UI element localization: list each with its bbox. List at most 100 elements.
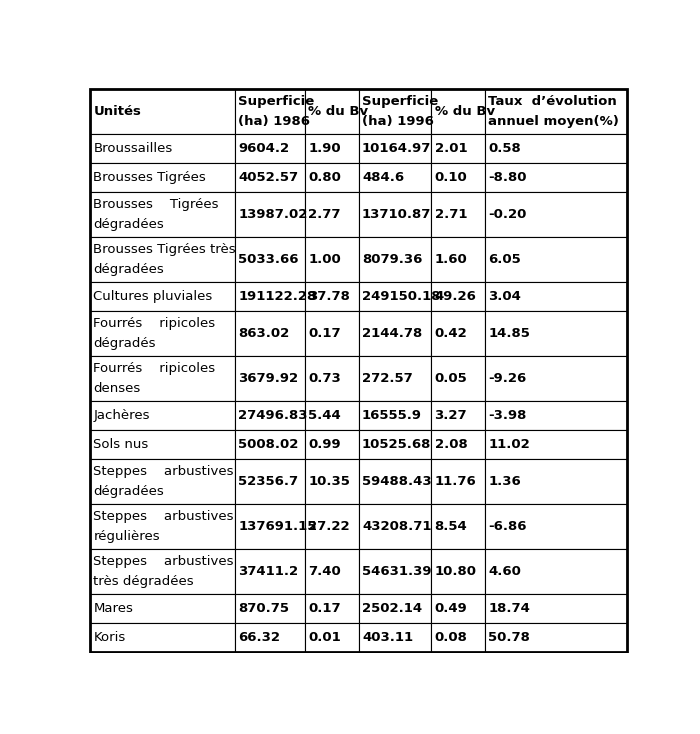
Bar [235,90,305,134]
Bar [358,237,431,282]
Text: 2144.78: 2144.78 [362,327,422,340]
Bar [485,623,627,652]
Bar [431,504,485,549]
Bar [431,192,485,237]
Text: Brousses    Tigrées: Brousses Tigrées [94,198,219,211]
Text: 870.75: 870.75 [239,602,290,615]
Bar [235,356,305,401]
Text: dégradés: dégradés [94,337,156,350]
Bar [431,459,485,504]
Text: 10.80: 10.80 [435,565,477,578]
Bar [305,401,358,430]
Text: 49.26: 49.26 [435,290,477,303]
Bar [431,401,485,430]
Text: -0.20: -0.20 [488,208,526,221]
Text: 863.02: 863.02 [239,327,290,340]
Bar [431,90,485,134]
Text: Fourrés    ripicoles: Fourrés ripicoles [94,363,216,375]
Text: 1.00: 1.00 [308,253,341,266]
Bar [431,623,485,652]
Bar [431,356,485,401]
Text: Superficie: Superficie [362,95,438,109]
Bar [235,282,305,311]
Text: 50.78: 50.78 [488,631,530,644]
Bar [90,282,235,311]
Bar [305,459,358,504]
Text: 4052.57: 4052.57 [239,171,299,184]
Bar [90,549,235,594]
Text: 5.44: 5.44 [308,409,341,422]
Bar [235,459,305,504]
Bar [431,594,485,623]
Bar [431,163,485,192]
Text: 13987.02: 13987.02 [239,208,308,221]
Text: 249150.18: 249150.18 [362,290,440,303]
Text: 0.17: 0.17 [308,327,341,340]
Text: 1.90: 1.90 [308,142,341,155]
Bar [485,311,627,356]
Text: Cultures pluviales: Cultures pluviales [94,290,213,303]
Text: 16555.9: 16555.9 [362,409,422,422]
Bar [90,430,235,459]
Bar [305,504,358,549]
Text: Taux  d’évolution: Taux d’évolution [488,95,617,109]
Bar [431,311,485,356]
Text: Unités: Unités [94,105,141,118]
Bar [305,623,358,652]
Text: annuel moyen(%): annuel moyen(%) [488,115,619,128]
Text: Koris: Koris [94,631,126,644]
Text: 1.60: 1.60 [435,253,468,266]
Bar [358,163,431,192]
Text: Brousses Tigrées très: Brousses Tigrées très [94,244,236,256]
Text: -6.86: -6.86 [488,520,526,533]
Text: 3679.92: 3679.92 [239,372,299,385]
Bar [485,237,627,282]
Bar [90,623,235,652]
Bar [358,430,431,459]
Text: Broussailles: Broussailles [94,142,173,155]
Text: 3.04: 3.04 [488,290,521,303]
Text: -9.26: -9.26 [488,372,526,385]
Text: 2.08: 2.08 [435,438,468,451]
Bar [431,549,485,594]
Bar [235,237,305,282]
Text: très dégradées: très dégradées [94,575,194,588]
Text: 0.73: 0.73 [308,372,341,385]
Text: 10164.97: 10164.97 [362,142,431,155]
Text: 0.58: 0.58 [488,142,521,155]
Bar [305,192,358,237]
Bar [485,549,627,594]
Text: Mares: Mares [94,602,133,615]
Text: 43208.71: 43208.71 [362,520,431,533]
Text: 37411.2: 37411.2 [239,565,299,578]
Text: 5008.02: 5008.02 [239,438,299,451]
Bar [90,401,235,430]
Text: 2.71: 2.71 [435,208,467,221]
Text: % du Bv: % du Bv [308,105,368,118]
Bar [90,311,235,356]
Text: % du Bv: % du Bv [435,105,495,118]
Text: 10525.68: 10525.68 [362,438,431,451]
Bar [235,192,305,237]
Bar [358,623,431,652]
Text: Sols nus: Sols nus [94,438,148,451]
Bar [358,401,431,430]
Bar [235,594,305,623]
Bar [90,504,235,549]
Text: Fourrés    ripicoles: Fourrés ripicoles [94,317,216,330]
Bar [358,504,431,549]
Bar [235,311,305,356]
Bar [431,282,485,311]
Text: 4.60: 4.60 [488,565,521,578]
Text: (ha) 1986: (ha) 1986 [239,115,311,128]
Text: 0.80: 0.80 [308,171,341,184]
Bar [235,430,305,459]
Bar [431,134,485,163]
Text: dégradées: dégradées [94,485,164,498]
Text: 59488.43: 59488.43 [362,475,432,488]
Bar [485,90,627,134]
Bar [235,163,305,192]
Text: -3.98: -3.98 [488,409,526,422]
Bar [358,549,431,594]
Bar [358,356,431,401]
